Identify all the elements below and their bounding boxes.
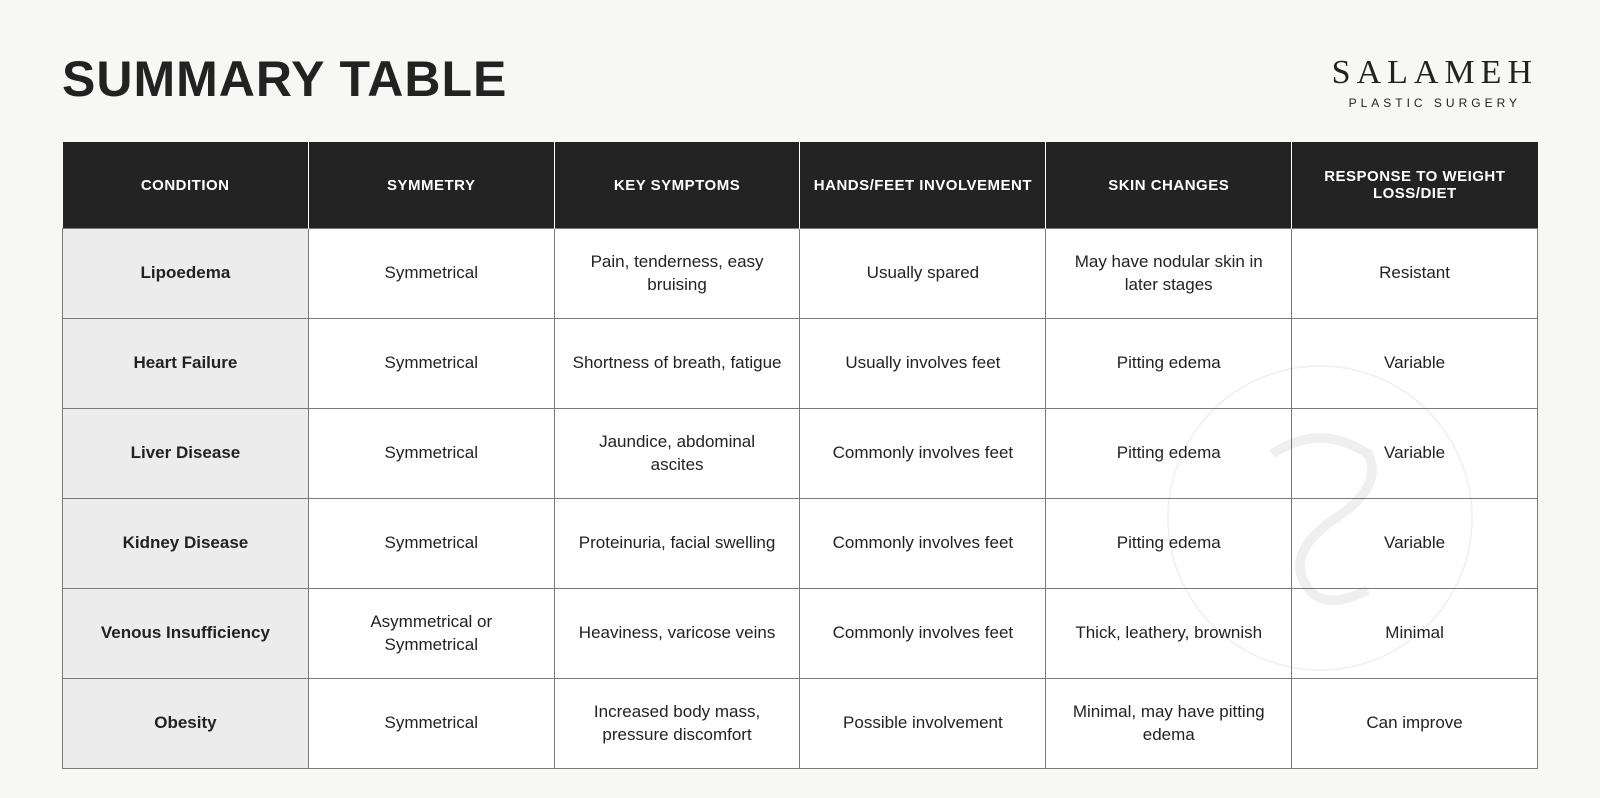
cell-hands-feet: Commonly involves feet: [800, 409, 1046, 499]
header-row: SUMMARY TABLE SALAMEH PLASTIC SURGERY: [62, 50, 1538, 110]
cell-condition: Venous Insufficiency: [63, 589, 309, 679]
cell-hands-feet: Possible involvement: [800, 679, 1046, 769]
table-row: Obesity Symmetrical Increased body mass,…: [63, 679, 1538, 769]
table-row: Venous Insufficiency Asymmetrical or Sym…: [63, 589, 1538, 679]
page: SUMMARY TABLE SALAMEH PLASTIC SURGERY CO…: [0, 0, 1600, 769]
cell-skin-changes: Pitting edema: [1046, 409, 1292, 499]
cell-key-symptoms: Heaviness, varicose veins: [554, 589, 800, 679]
cell-symmetry: Symmetrical: [308, 319, 554, 409]
summary-table: CONDITION SYMMETRY KEY SYMPTOMS HANDS/FE…: [62, 142, 1538, 769]
cell-key-symptoms: Pain, tenderness, easy bruising: [554, 229, 800, 319]
cell-condition: Liver Disease: [63, 409, 309, 499]
cell-hands-feet: Usually involves feet: [800, 319, 1046, 409]
cell-skin-changes: May have nodular skin in later stages: [1046, 229, 1292, 319]
brand-name: SALAMEH: [1332, 54, 1538, 92]
cell-response: Minimal: [1292, 589, 1538, 679]
cell-response: Variable: [1292, 499, 1538, 589]
cell-skin-changes: Thick, leathery, brownish: [1046, 589, 1292, 679]
cell-skin-changes: Pitting edema: [1046, 319, 1292, 409]
cell-key-symptoms: Proteinuria, facial swelling: [554, 499, 800, 589]
col-condition: CONDITION: [63, 142, 309, 229]
table-body: Lipoedema Symmetrical Pain, tenderness, …: [63, 229, 1538, 769]
cell-condition: Heart Failure: [63, 319, 309, 409]
cell-symmetry: Symmetrical: [308, 679, 554, 769]
cell-hands-feet: Usually spared: [800, 229, 1046, 319]
cell-key-symptoms: Shortness of breath, fatigue: [554, 319, 800, 409]
cell-response: Can improve: [1292, 679, 1538, 769]
table-row: Heart Failure Symmetrical Shortness of b…: [63, 319, 1538, 409]
col-key-symptoms: KEY SYMPTOMS: [554, 142, 800, 229]
cell-symmetry: Asymmetrical or Symmetrical: [308, 589, 554, 679]
col-response: RESPONSE TO WEIGHT LOSS/DIET: [1292, 142, 1538, 229]
brand-subtitle: PLASTIC SURGERY: [1332, 96, 1538, 110]
table-header: CONDITION SYMMETRY KEY SYMPTOMS HANDS/FE…: [63, 142, 1538, 229]
cell-symmetry: Symmetrical: [308, 409, 554, 499]
cell-key-symptoms: Increased body mass, pressure discomfort: [554, 679, 800, 769]
cell-hands-feet: Commonly involves feet: [800, 589, 1046, 679]
col-symmetry: SYMMETRY: [308, 142, 554, 229]
cell-condition: Lipoedema: [63, 229, 309, 319]
cell-condition: Kidney Disease: [63, 499, 309, 589]
cell-symmetry: Symmetrical: [308, 499, 554, 589]
table-row: Kidney Disease Symmetrical Proteinuria, …: [63, 499, 1538, 589]
cell-skin-changes: Pitting edema: [1046, 499, 1292, 589]
cell-key-symptoms: Jaundice, abdominal ascites: [554, 409, 800, 499]
cell-response: Resistant: [1292, 229, 1538, 319]
cell-symmetry: Symmetrical: [308, 229, 554, 319]
col-hands-feet: HANDS/FEET INVOLVEMENT: [800, 142, 1046, 229]
cell-hands-feet: Commonly involves feet: [800, 499, 1046, 589]
cell-condition: Obesity: [63, 679, 309, 769]
col-skin-changes: SKIN CHANGES: [1046, 142, 1292, 229]
brand-logo: SALAMEH PLASTIC SURGERY: [1332, 50, 1538, 110]
cell-response: Variable: [1292, 409, 1538, 499]
table-row: Liver Disease Symmetrical Jaundice, abdo…: [63, 409, 1538, 499]
table-row: Lipoedema Symmetrical Pain, tenderness, …: [63, 229, 1538, 319]
cell-response: Variable: [1292, 319, 1538, 409]
cell-skin-changes: Minimal, may have pitting edema: [1046, 679, 1292, 769]
page-title: SUMMARY TABLE: [62, 50, 507, 108]
